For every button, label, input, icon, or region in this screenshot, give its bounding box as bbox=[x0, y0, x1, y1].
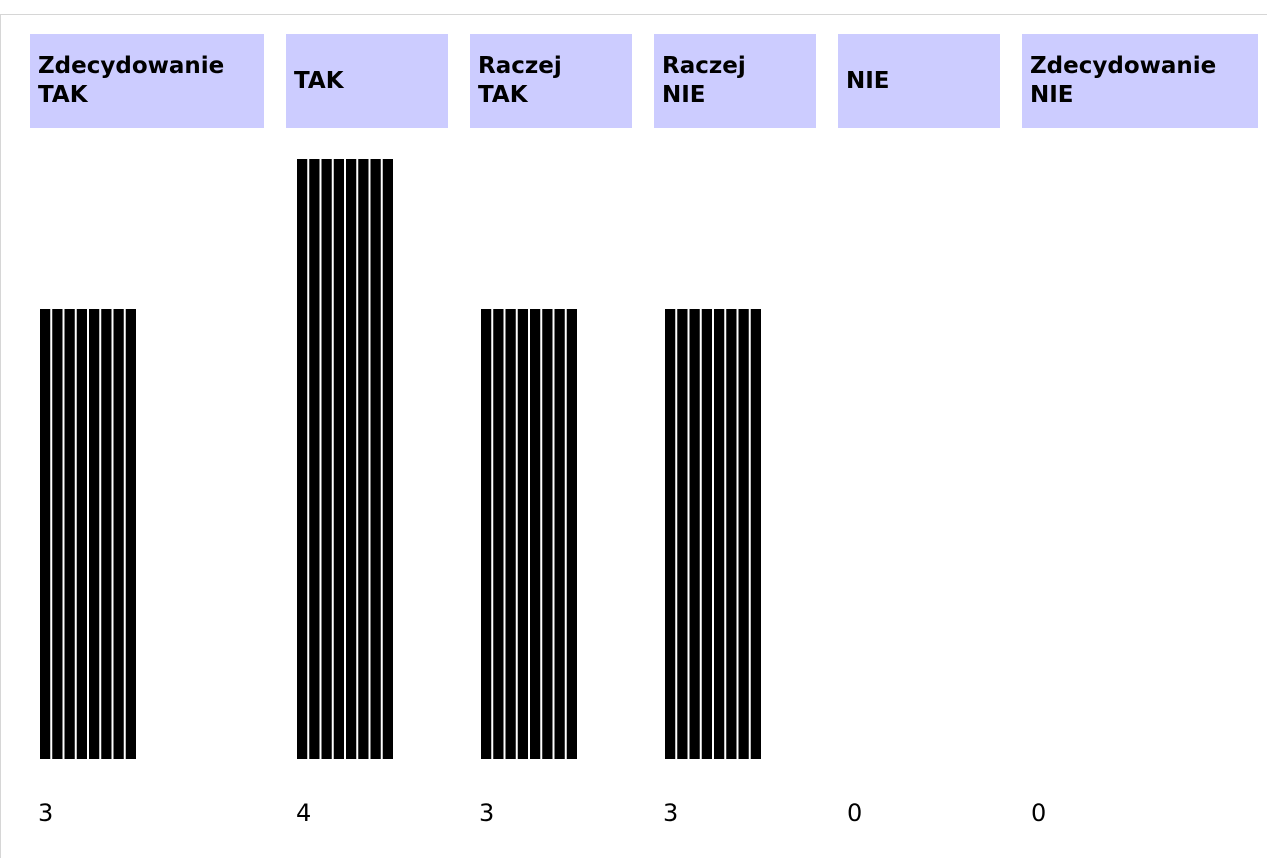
bar-stripe bbox=[726, 309, 737, 759]
bar-raczej-tak bbox=[481, 309, 577, 759]
bar-stripe bbox=[493, 309, 504, 759]
bar-stripe bbox=[701, 309, 712, 759]
bar-stripe bbox=[52, 309, 63, 759]
value-label-raczej-tak: 3 bbox=[479, 799, 495, 827]
value-label-zdecydowanie-nie: 0 bbox=[1031, 799, 1047, 827]
category-header-tak: TAK bbox=[286, 34, 448, 128]
bar-stripe bbox=[346, 159, 357, 759]
bar-raczej-nie bbox=[665, 309, 761, 759]
category-header-zdecydowanie-tak: Zdecydowanie TAK bbox=[30, 34, 264, 128]
bar-stripe bbox=[333, 159, 344, 759]
bar-stripe bbox=[309, 159, 320, 759]
bar-stripe bbox=[505, 309, 516, 759]
chart-frame bbox=[0, 14, 1267, 858]
value-label-tak: 4 bbox=[296, 799, 312, 827]
bar-stripe bbox=[76, 309, 87, 759]
value-label-zdecydowanie-tak: 3 bbox=[38, 799, 54, 827]
bar-stripe bbox=[113, 309, 124, 759]
bar-stripe bbox=[738, 309, 749, 759]
value-label-nie: 0 bbox=[847, 799, 863, 827]
bar-stripe bbox=[566, 309, 577, 759]
bar-stripe bbox=[530, 309, 541, 759]
bar-stripe bbox=[750, 309, 761, 759]
bar-zdecydowanie-tak bbox=[40, 309, 136, 759]
bar-stripe bbox=[370, 159, 381, 759]
bar-tak bbox=[297, 159, 393, 759]
bar-stripe bbox=[297, 159, 308, 759]
category-header-nie: NIE bbox=[838, 34, 1000, 128]
bar-stripe bbox=[125, 309, 136, 759]
value-label-raczej-nie: 3 bbox=[663, 799, 679, 827]
bar-stripe bbox=[665, 309, 676, 759]
bar-stripe bbox=[89, 309, 100, 759]
bar-stripe bbox=[321, 159, 332, 759]
bar-stripe bbox=[689, 309, 700, 759]
category-header-raczej-tak: Raczej TAK bbox=[470, 34, 632, 128]
bar-stripe bbox=[542, 309, 553, 759]
category-header-zdecydowanie-nie: Zdecydowanie NIE bbox=[1022, 34, 1258, 128]
bar-stripe bbox=[40, 309, 51, 759]
bar-stripe bbox=[677, 309, 688, 759]
bar-stripe bbox=[382, 159, 393, 759]
bar-stripe bbox=[481, 309, 492, 759]
bar-stripe bbox=[358, 159, 369, 759]
bar-stripe bbox=[64, 309, 75, 759]
bar-stripe bbox=[554, 309, 565, 759]
category-header-raczej-nie: Raczej NIE bbox=[654, 34, 816, 128]
bar-stripe bbox=[101, 309, 112, 759]
bar-stripe bbox=[517, 309, 528, 759]
bar-stripe bbox=[714, 309, 725, 759]
